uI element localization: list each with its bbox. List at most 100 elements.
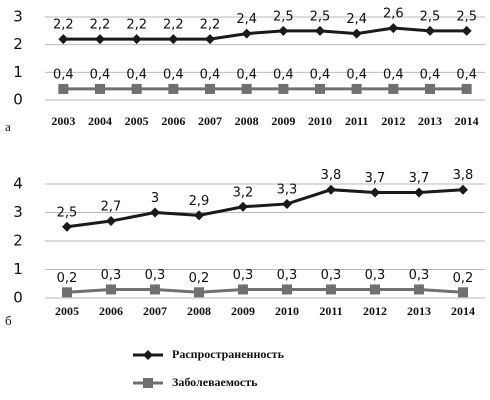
x-tick-label: 2011 — [345, 114, 368, 128]
data-label: 0,4 — [126, 67, 147, 82]
legend-label: Распространенность — [172, 347, 285, 361]
legend-marker — [143, 378, 153, 388]
x-tick-label: 2007 — [198, 114, 222, 128]
legend-label: Заболеваемость — [172, 375, 258, 389]
point — [458, 184, 468, 195]
x-tick-label: 2013 — [418, 114, 442, 128]
panel-label: а — [5, 119, 11, 134]
x-tick-label: 2014 — [455, 114, 479, 128]
data-label: 0,4 — [163, 67, 184, 82]
data-label: 2,4 — [236, 12, 257, 27]
point — [62, 221, 72, 232]
point — [106, 216, 116, 227]
data-label: 0,4 — [456, 67, 477, 82]
data-label: 3,3 — [277, 182, 298, 197]
x-tick-label: 2010 — [275, 304, 299, 318]
point — [425, 25, 435, 36]
x-tick-label: 2008 — [187, 304, 211, 318]
data-label: 3,7 — [365, 171, 386, 186]
point — [106, 284, 116, 295]
series-line — [66, 188, 464, 229]
point — [131, 34, 142, 45]
x-tick-label: 2009 — [271, 114, 295, 128]
point — [58, 34, 69, 45]
x-tick-label: 2014 — [451, 304, 475, 318]
y-tick-label: 1 — [13, 260, 23, 278]
point — [315, 25, 325, 36]
data-label: 0,3 — [277, 268, 298, 283]
point — [461, 83, 472, 94]
data-label: 0,2 — [57, 271, 78, 286]
point — [150, 207, 160, 218]
data-label: 2,4 — [346, 12, 367, 27]
x-tick-label: 2008 — [235, 114, 259, 128]
data-label: 2,6 — [383, 7, 404, 22]
point — [62, 287, 72, 298]
data-label: 2,2 — [163, 18, 184, 33]
y-tick-label: 2 — [13, 232, 23, 250]
point — [238, 284, 248, 295]
point — [95, 83, 105, 94]
point — [205, 34, 215, 45]
point — [282, 198, 292, 209]
point — [278, 25, 289, 36]
point — [131, 83, 142, 94]
point — [238, 201, 248, 212]
x-tick-label: 2012 — [381, 114, 405, 128]
data-label: 0,4 — [420, 67, 441, 82]
point — [388, 83, 399, 94]
point — [168, 34, 179, 45]
legend-marker — [143, 350, 153, 360]
y-tick-label: 3 — [13, 8, 23, 26]
data-label: 0,3 — [145, 268, 166, 283]
point — [194, 287, 204, 298]
x-tick-label: 2005 — [125, 114, 149, 128]
data-label: 2,5 — [310, 9, 331, 24]
y-tick-label: 1 — [13, 63, 23, 81]
data-label: 0,4 — [90, 67, 111, 82]
data-label: 2,5 — [273, 9, 294, 24]
point — [58, 83, 69, 94]
point — [278, 83, 289, 94]
x-tick-label: 2011 — [319, 304, 342, 318]
x-tick-label: 2012 — [363, 304, 387, 318]
point — [461, 25, 472, 36]
data-label: 0,4 — [200, 67, 221, 82]
point — [205, 83, 215, 94]
series-line — [66, 287, 464, 294]
point — [326, 284, 336, 295]
point — [370, 187, 380, 198]
series-line — [63, 26, 467, 41]
data-label: 0,2 — [189, 271, 210, 286]
data-label: 2,5 — [420, 9, 441, 24]
x-tick-label: 2005 — [55, 304, 79, 318]
point — [241, 83, 252, 94]
point — [458, 287, 468, 298]
x-tick-label: 2010 — [308, 114, 332, 128]
data-label: 0,4 — [346, 67, 367, 82]
data-label: 0,4 — [273, 67, 294, 82]
point — [425, 83, 435, 94]
data-label: 2,5 — [57, 205, 78, 220]
data-label: 0,3 — [101, 268, 122, 283]
data-label: 0,3 — [321, 268, 342, 283]
data-label: 3,8 — [453, 168, 474, 183]
point — [150, 284, 160, 295]
data-label: 0,3 — [233, 268, 254, 283]
point — [315, 83, 325, 94]
data-label: 0,3 — [409, 268, 430, 283]
x-tick-label: 2009 — [231, 304, 255, 318]
point — [351, 83, 362, 94]
x-tick-label: 2006 — [99, 304, 123, 318]
y-tick-label: 2 — [13, 35, 23, 53]
point — [370, 284, 380, 295]
x-tick-label: 2007 — [143, 304, 167, 318]
data-label: 2,2 — [126, 18, 147, 33]
data-label: 0,4 — [310, 67, 331, 82]
point — [414, 187, 424, 198]
point — [168, 83, 179, 94]
data-label: 0,3 — [365, 268, 386, 283]
data-label: 0,4 — [53, 67, 74, 82]
x-tick-label: 2013 — [407, 304, 431, 318]
